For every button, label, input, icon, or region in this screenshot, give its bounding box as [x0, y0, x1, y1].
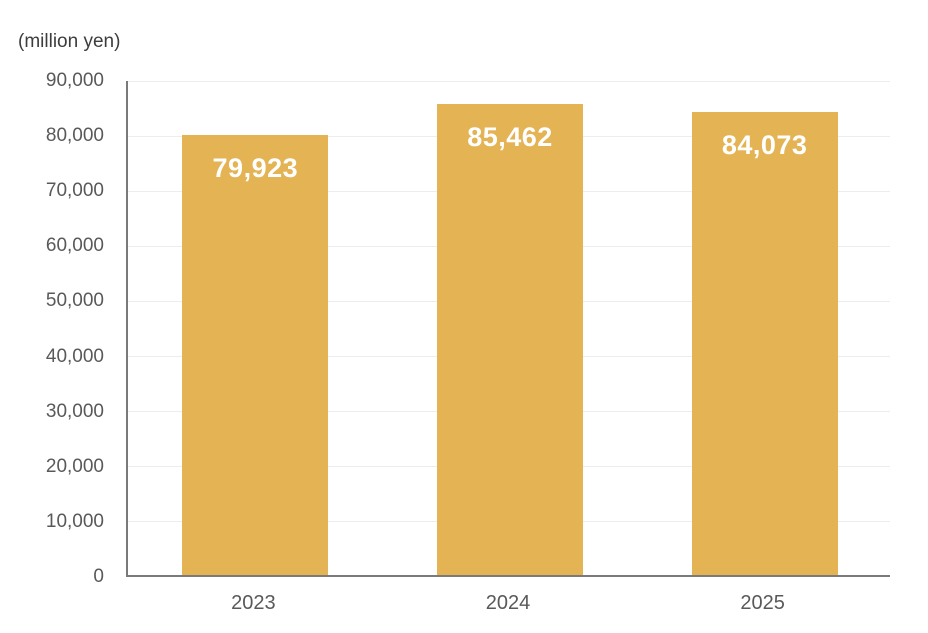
bar-value-label: 79,923 — [212, 152, 299, 183]
y-tick-label: 50,000 — [45, 290, 104, 312]
plot-area: 79,923 85,462 84,073 — [126, 80, 890, 577]
x-axis-label-2024: 2024 — [485, 592, 531, 614]
y-tick-label: 0 — [93, 566, 104, 587]
y-tick-label: 40,000 — [45, 345, 104, 367]
y-tick-label: 80,000 — [45, 125, 104, 147]
bar-2024: 85,462 — [437, 104, 583, 575]
bar-value-label: 84,073 — [721, 129, 808, 160]
y-tick-label: 70,000 — [45, 180, 104, 202]
y-tick-label: 30,000 — [45, 400, 104, 422]
y-tick-label: 10,000 — [45, 510, 104, 532]
y-axis-unit-label: (million yen) — [18, 31, 121, 52]
bar-value-label: 85,462 — [467, 122, 553, 153]
gridline — [128, 80, 890, 82]
bar-2023: 79,923 — [182, 134, 329, 575]
y-tick-label: 90,000 — [45, 70, 104, 91]
x-axis-label-2023: 2023 — [231, 592, 276, 614]
x-axis-label-2025: 2025 — [740, 592, 785, 614]
y-tick-label: 60,000 — [45, 235, 104, 257]
bar-2025: 84,073 — [691, 111, 838, 575]
y-tick-label: 20,000 — [45, 455, 104, 477]
